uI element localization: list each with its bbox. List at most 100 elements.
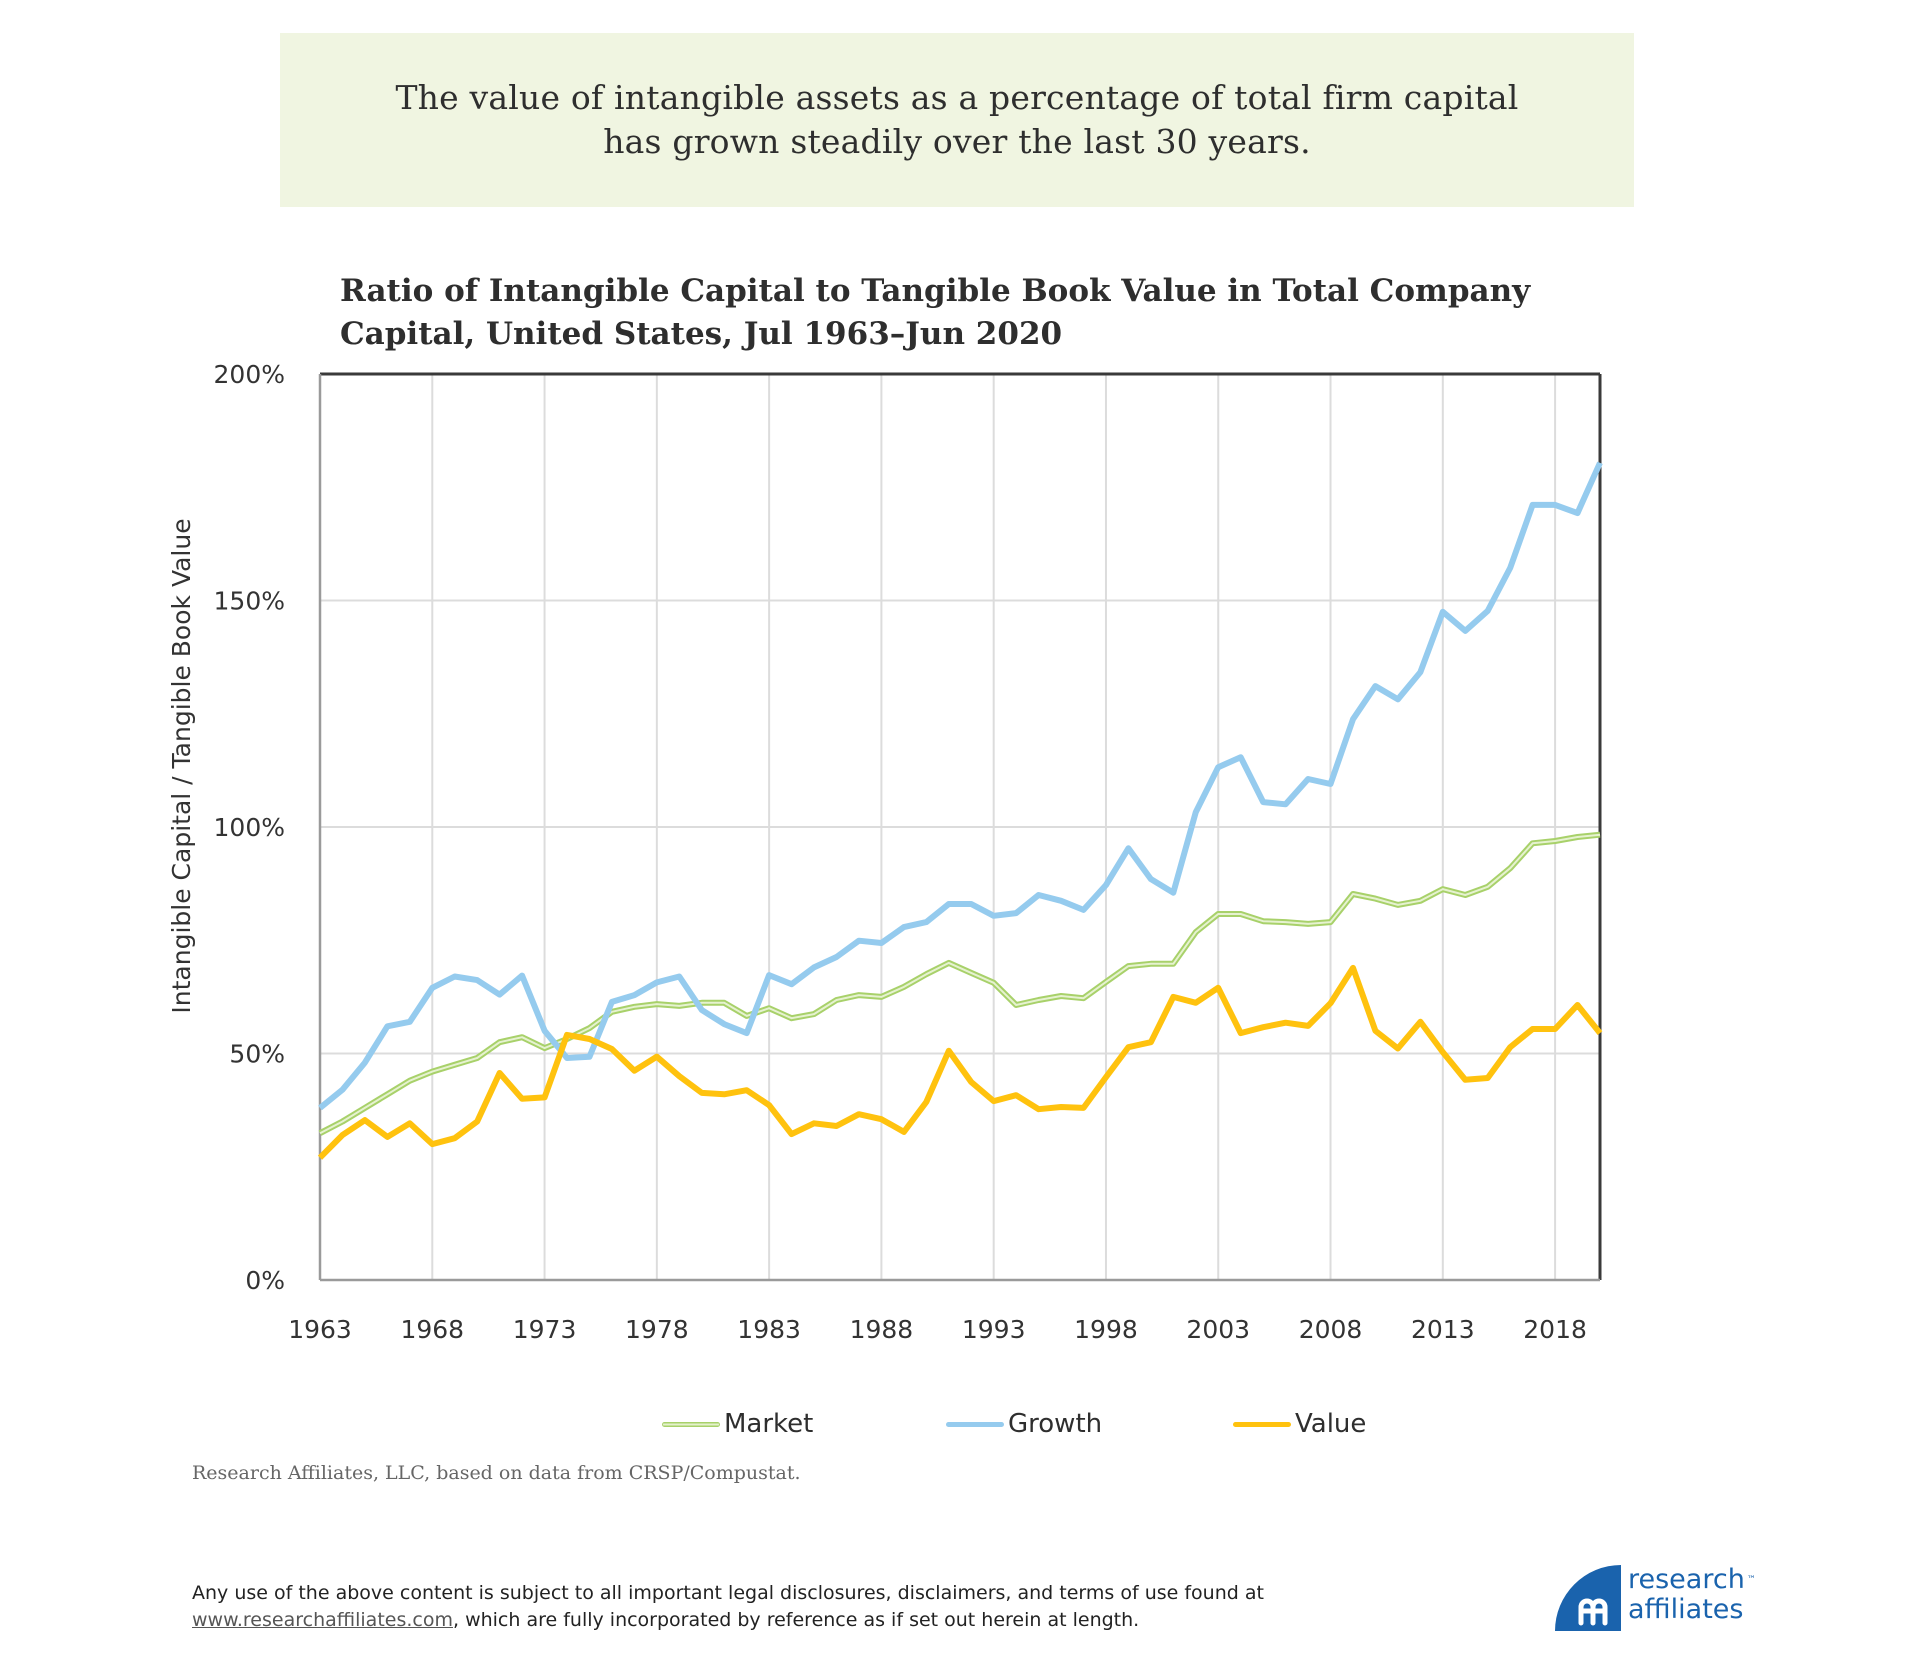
data-point-growth [700,1008,704,1012]
data-point-market [1553,839,1557,843]
legend-item-growth: Growth [946,1404,1102,1444]
data-point-growth [1441,610,1445,614]
data-point-growth [722,1022,726,1026]
legend: Market Growth Value [0,1404,1920,1444]
data-point-growth [947,902,951,906]
data-point-growth [1126,846,1130,850]
data-point-value [1171,995,1175,999]
data-point-growth [1351,717,1355,721]
data-point-growth [1306,777,1310,781]
data-point-market [1059,994,1063,998]
data-point-growth [1553,503,1557,507]
data-point-market [1284,920,1288,924]
data-point-growth [318,1106,322,1110]
data-point-growth [363,1061,367,1065]
data-point-growth [1284,802,1288,806]
data-point-value [1486,1076,1490,1080]
disclaimer-line-1: Any use of the above content is subject … [192,1582,1264,1604]
data-point-value [632,1069,636,1073]
data-point-value [655,1055,659,1059]
data-point-market [1082,996,1086,1000]
data-point-growth [992,914,996,918]
data-point-value [1037,1107,1041,1111]
y-axis-title: Intangible Capital / Tangible Book Value [167,518,196,1013]
x-tick-label: 1963 [288,1315,352,1344]
y-tick-label: 50% [229,1040,285,1069]
data-point-value [700,1091,704,1095]
data-point-growth [790,982,794,986]
data-point-value [363,1118,367,1122]
data-point-growth [1373,684,1377,688]
data-point-value [1261,1025,1265,1029]
data-point-value [1553,1027,1557,1031]
y-tick-label: 150% [214,587,285,616]
data-point-value [1194,1001,1198,1005]
y-tick-label: 100% [214,813,285,842]
data-point-market [520,1035,524,1039]
x-tick-label: 2013 [1411,1315,1475,1344]
data-point-market [879,995,883,999]
data-point-value [1329,1001,1333,1005]
data-point-value [1598,1031,1602,1035]
data-point-growth [1576,511,1580,515]
data-point-growth [408,1020,412,1024]
y-tick-label: 0% [245,1266,285,1295]
data-point-value [318,1156,322,1160]
data-point-market [1463,893,1467,897]
data-point-market [318,1131,322,1135]
data-point-market [385,1092,389,1096]
data-point-value [341,1133,345,1137]
data-point-growth [857,939,861,943]
data-point-value [1508,1045,1512,1049]
data-point-market [341,1120,345,1124]
data-point-market [1329,920,1333,924]
x-tick-label: 2003 [1186,1315,1250,1344]
data-point-value [812,1121,816,1125]
data-point-value [969,1080,973,1084]
data-point-market [1396,903,1400,907]
data-point-value [1126,1045,1130,1049]
data-point-value [745,1088,749,1092]
data-point-growth [924,920,928,924]
data-point-growth [1508,566,1512,570]
ra-monogram-icon [1555,1565,1621,1631]
trademark-symbol: ™ [1746,1575,1756,1585]
data-point-growth [1486,609,1490,613]
data-point-market [1373,897,1377,901]
data-point-growth [1239,755,1243,759]
data-point-market [1261,919,1265,923]
data-point-market [767,1006,771,1010]
disclaimer: Any use of the above content is subject … [192,1580,1492,1634]
chart-title-line-2: Capital, United States, Jul 1963–Jun 202… [340,316,1063,352]
data-point-growth [1194,810,1198,814]
data-point-value [790,1132,794,1136]
data-point-growth [1014,911,1018,915]
gridlines [320,374,1600,1280]
data-point-market [1216,912,1220,916]
data-point-value [924,1100,928,1104]
data-point-growth [475,978,479,982]
legend-swatch-growth [946,1421,1004,1427]
legend-label-market: Market [724,1409,814,1439]
website-link[interactable]: www.researchaffiliates.com [192,1609,453,1631]
data-point-market [1194,930,1198,934]
line-chart: 0% 50% 100% 150% 200% 1963 1968 1973 1978 1983 198… [167,360,1603,1344]
x-tick-label: 1983 [737,1315,801,1344]
data-point-market [902,985,906,989]
data-point-growth [565,1056,569,1060]
series-line-value [317,964,1603,1160]
legend-swatch-value [1233,1421,1291,1427]
data-point-market [1126,964,1130,968]
data-point-value [722,1092,726,1096]
data-point-growth [341,1088,345,1092]
data-point-market [363,1106,367,1110]
data-point-market [1486,885,1490,889]
data-point-market [453,1063,457,1067]
logo-text-research: research [1628,1564,1745,1595]
data-point-market [745,1014,749,1018]
data-point-value [902,1130,906,1134]
data-point-growth [1171,891,1175,895]
data-point-market [677,1004,681,1008]
data-point-value [1149,1040,1153,1044]
data-point-market [722,1001,726,1005]
